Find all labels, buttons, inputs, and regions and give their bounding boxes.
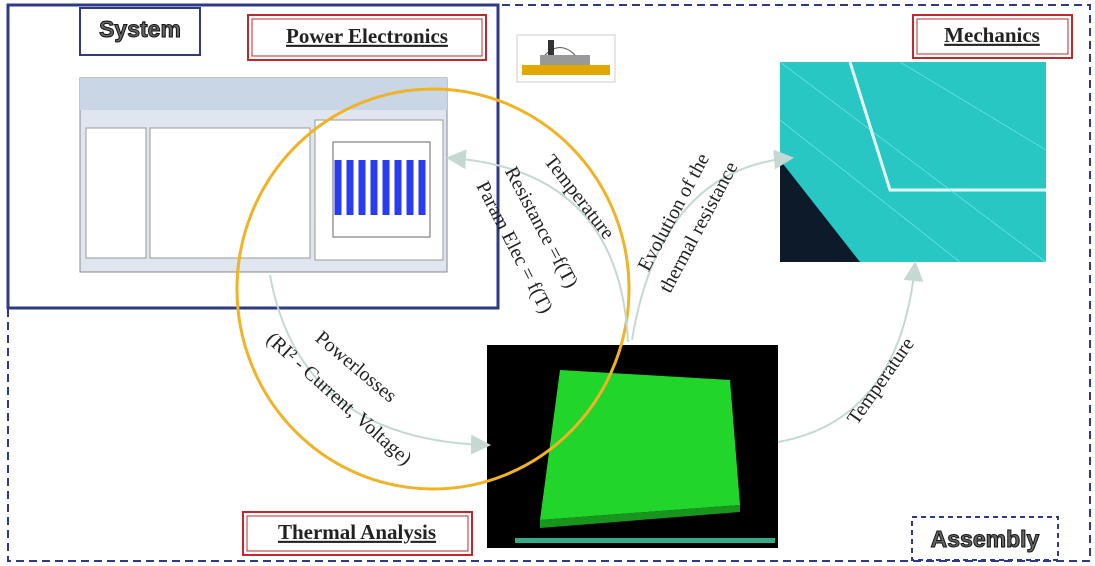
thermal-screenshot <box>487 345 778 548</box>
system-label: System <box>99 16 181 42</box>
mechanics-label: Mechanics <box>944 23 1040 47</box>
diagram: System Power Electronics Mechanics Therm… <box>0 0 1095 566</box>
mechanics-mesh <box>780 62 1046 262</box>
assembly-label: Assembly <box>931 526 1040 552</box>
thermal-analysis-label: Thermal Analysis <box>278 520 436 544</box>
arrow-label: Temperature <box>843 334 919 429</box>
package-icon <box>517 35 615 82</box>
power-electronics-label: Power Electronics <box>286 24 448 48</box>
circuit-screenshot <box>80 78 447 272</box>
